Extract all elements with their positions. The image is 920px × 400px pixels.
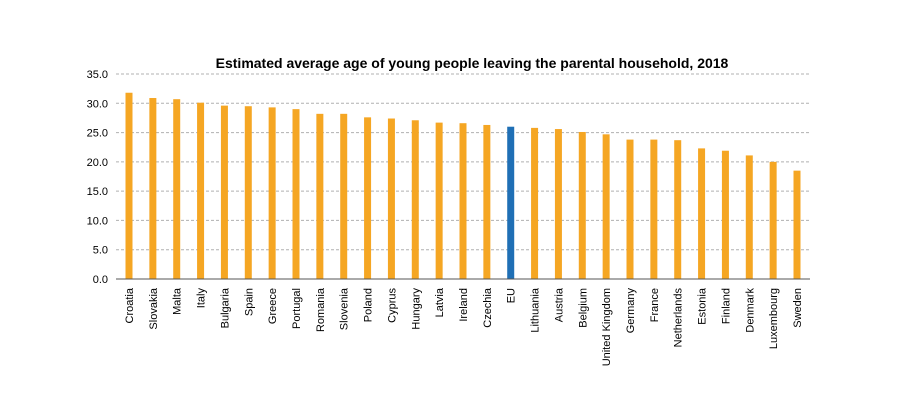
x-tick-label: Spain <box>243 288 255 316</box>
bar-finland <box>721 150 729 279</box>
bar-slovakia <box>149 98 157 279</box>
y-tick-label: 25.0 <box>87 128 108 140</box>
bar-estonia <box>698 148 706 279</box>
bar-lithuania <box>531 127 539 279</box>
x-tick-label: Portugal <box>291 288 303 329</box>
bar-italy <box>197 102 205 279</box>
x-tick-label: Sweden <box>792 288 804 328</box>
y-tick-label: 35.0 <box>87 69 108 81</box>
bar-austria <box>554 129 562 279</box>
x-tick-label: Estonia <box>697 287 709 325</box>
x-tick-label: Poland <box>363 288 375 322</box>
y-tick-label: 0.0 <box>93 274 108 286</box>
x-tick-label: EU <box>506 288 518 303</box>
x-tick-label: Latvia <box>434 287 446 317</box>
bar-belgium <box>578 131 586 279</box>
bar-eu <box>507 126 515 279</box>
bar-malta <box>173 99 181 279</box>
x-tick-label: Malta <box>172 287 184 315</box>
y-tick-label: 15.0 <box>87 186 108 198</box>
x-tick-label: France <box>649 288 661 322</box>
bar-cyprus <box>387 118 395 279</box>
bar-united-kingdom <box>602 134 610 279</box>
x-tick-label: Lithuania <box>530 287 542 333</box>
y-axis-ticks: 0.0 5.0 10.0 15.0 20.0 25.0 30.0 35.0 <box>87 69 108 286</box>
x-tick-label: Finland <box>720 288 732 324</box>
chart-title: Estimated average age of young people le… <box>216 55 729 71</box>
y-tick-label: 5.0 <box>93 245 108 257</box>
y-tick-label: 10.0 <box>87 215 108 227</box>
bar-latvia <box>435 122 443 279</box>
x-tick-label: Hungary <box>410 288 422 330</box>
x-tick-label: Netherlands <box>673 288 685 348</box>
bar-croatia <box>125 92 133 279</box>
bar-france <box>650 139 658 279</box>
bar-bulgaria <box>220 105 228 279</box>
x-tick-label: Bulgaria <box>219 287 231 328</box>
y-tick-label: 20.0 <box>87 157 108 169</box>
bar-hungary <box>411 120 419 280</box>
x-tick-label: Slovenia <box>339 287 351 330</box>
bar-luxembourg <box>769 161 777 279</box>
x-tick-label: Croatia <box>124 287 136 323</box>
bar-denmark <box>745 155 753 279</box>
bar-slovenia <box>340 113 348 279</box>
x-tick-label: Romania <box>315 287 327 332</box>
bar-netherlands <box>674 140 682 279</box>
bars <box>125 92 801 280</box>
y-tick-label: 30.0 <box>87 98 108 110</box>
x-tick-label: Austria <box>553 287 565 322</box>
x-tick-label: Greece <box>267 288 279 324</box>
bar-sweden <box>793 170 801 279</box>
x-tick-label: Slovakia <box>148 287 160 329</box>
x-tick-label: Denmark <box>744 288 756 333</box>
x-tick-label: Germany <box>625 288 637 334</box>
x-tick-label: Italy <box>196 288 208 309</box>
bar-romania <box>316 113 324 279</box>
x-tick-label: Ireland <box>458 288 470 322</box>
x-tick-label: Czechia <box>482 287 494 328</box>
bar-ireland <box>459 123 467 279</box>
x-axis-labels: Croatia Slovakia Malta Italy Bulgaria Spain Gr… <box>124 287 804 366</box>
bar-portugal <box>292 109 300 280</box>
x-tick-label: Belgium <box>577 288 589 328</box>
bar-germany <box>626 139 634 279</box>
bar-spain <box>244 106 252 279</box>
x-tick-label: United Kingdom <box>601 288 613 366</box>
bar-czechia <box>483 124 491 279</box>
bar-poland <box>364 117 372 279</box>
x-tick-label: Luxembourg <box>768 288 780 349</box>
bar-greece <box>268 107 276 279</box>
x-tick-label: Cyprus <box>386 288 398 323</box>
